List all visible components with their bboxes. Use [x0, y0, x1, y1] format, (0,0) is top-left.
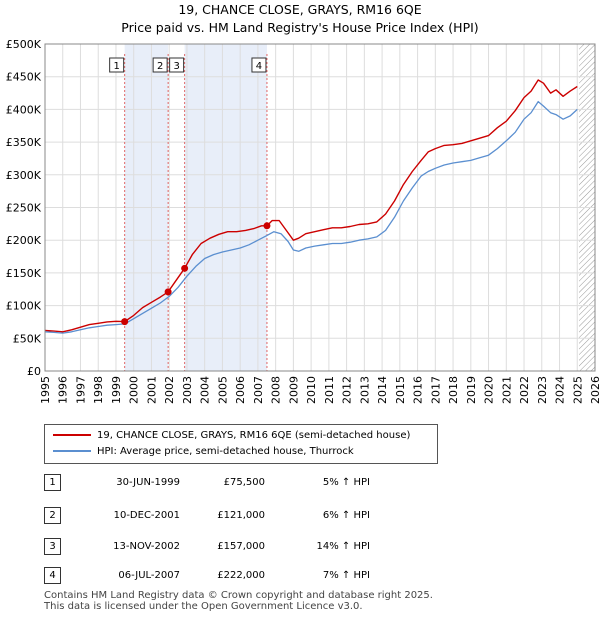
x-tick-label: 2014 [376, 376, 389, 404]
series-line-property [45, 79, 578, 333]
legend-swatch-hpi [53, 450, 91, 452]
x-tick-label: 2013 [358, 376, 371, 404]
y-tick-label: £0 [27, 365, 41, 378]
x-tick-label: 2016 [412, 376, 425, 404]
chart-subtitle: Price paid vs. HM Land Registry's House … [121, 20, 479, 35]
x-tick-label: 2006 [234, 376, 247, 404]
legend-label-hpi: HPI: Average price, semi-detached house,… [97, 446, 354, 457]
x-tick-label: 2001 [145, 376, 158, 404]
x-tick-label: 2000 [128, 376, 141, 404]
footer-license: This data is licensed under the Open Gov… [44, 601, 363, 612]
x-tick-label: 2024 [554, 376, 567, 404]
transaction-hpi: 7% ↑ HPI [322, 570, 370, 581]
x-tick-label: 2023 [536, 376, 549, 404]
plot-frame [44, 43, 596, 372]
x-tick-label: 2011 [323, 376, 336, 404]
transaction-number: 3 [44, 538, 61, 555]
series-line-hpi [45, 100, 578, 334]
transaction-date: 13-NOV-2002 [113, 541, 180, 552]
x-tick-label: 2015 [394, 376, 407, 404]
x-tick-label: 2019 [465, 376, 478, 404]
sale-marker-label: 3 [173, 61, 179, 72]
x-tick-label: 2025 [571, 376, 584, 404]
legend-item-property: 19, CHANCE CLOSE, GRAYS, RM16 6QE (semi-… [53, 428, 410, 444]
sale-marker-box [109, 57, 125, 73]
sale-point [164, 288, 172, 296]
x-tick-label: 2017 [429, 376, 442, 404]
footer-copyright: Contains HM Land Registry data © Crown c… [44, 590, 433, 601]
x-tick-label: 1996 [57, 376, 70, 404]
x-tick-label: 2003 [181, 376, 194, 404]
sale-marker-label: 2 [157, 61, 163, 72]
x-tick-label: 2002 [163, 376, 176, 404]
legend-swatch-property [53, 434, 91, 436]
transaction-row: 2 10-DEC-2001 £121,000 6% ↑ HPI [0, 507, 600, 525]
x-tick-label: 2010 [305, 376, 318, 404]
y-tick-label: £100K [6, 300, 42, 313]
sale-marker-label: 4 [256, 61, 262, 72]
x-tick-label: 2008 [270, 376, 283, 404]
y-tick-label: £250K [6, 202, 42, 215]
transaction-hpi: 5% ↑ HPI [322, 477, 370, 488]
transaction-date: 06-JUL-2007 [118, 570, 180, 581]
y-tick-label: £200K [6, 234, 42, 247]
transaction-date: 30-JUN-1999 [116, 477, 180, 488]
transaction-hpi: 14% ↑ HPI [316, 541, 370, 552]
transaction-price: £75,500 [223, 477, 265, 488]
sale-point [181, 264, 189, 272]
sale-point [263, 222, 271, 230]
x-tick-label: 2021 [500, 376, 513, 404]
transaction-number: 2 [44, 507, 61, 524]
y-tick-label: £350K [6, 136, 42, 149]
x-tick-label: 2026 [589, 376, 600, 404]
x-tick-label: 2018 [447, 376, 460, 404]
transaction-row: 1 30-JUN-1999 £75,500 5% ↑ HPI [0, 474, 600, 492]
chart-title: 19, CHANCE CLOSE, GRAYS, RM16 6QE [178, 2, 422, 17]
y-tick-label: £500K [6, 38, 42, 51]
x-tick-label: 1999 [110, 376, 123, 404]
sale-point [121, 318, 129, 326]
x-tick-label: 2007 [252, 376, 265, 404]
sale-marker-box [152, 57, 168, 73]
y-tick-label: £450K [6, 71, 42, 84]
legend-item-hpi: HPI: Average price, semi-detached house,… [53, 444, 354, 460]
x-tick-label: 2012 [341, 376, 354, 404]
x-tick-label: 1997 [74, 376, 87, 404]
sale-marker-label: 1 [113, 61, 119, 72]
x-tick-label: 1998 [92, 376, 105, 404]
sale-marker-box [251, 57, 267, 73]
transaction-price: £157,000 [217, 541, 265, 552]
y-tick-label: £150K [6, 267, 42, 280]
x-tick-label: 2022 [518, 376, 531, 404]
transaction-row: 3 13-NOV-2002 £157,000 14% ↑ HPI [0, 538, 600, 556]
transaction-number: 1 [44, 474, 61, 491]
transaction-hpi: 6% ↑ HPI [322, 510, 370, 521]
y-tick-label: £50K [13, 332, 42, 345]
transaction-date: 10-DEC-2001 [113, 510, 180, 521]
x-tick-label: 2020 [483, 376, 496, 404]
x-tick-label: 1995 [39, 376, 52, 404]
x-tick-label: 2005 [216, 376, 229, 404]
transaction-number: 4 [44, 567, 61, 584]
sale-marker-box [169, 57, 185, 73]
legend: 19, CHANCE CLOSE, GRAYS, RM16 6QE (semi-… [44, 424, 438, 464]
transaction-row: 4 06-JUL-2007 £222,000 7% ↑ HPI [0, 567, 600, 585]
x-tick-label: 2004 [199, 376, 212, 404]
x-tick-label: 2009 [287, 376, 300, 404]
y-tick-label: £300K [6, 169, 42, 182]
transaction-price: £222,000 [217, 570, 265, 581]
legend-label-property: 19, CHANCE CLOSE, GRAYS, RM16 6QE (semi-… [97, 430, 411, 441]
y-tick-label: £400K [6, 103, 42, 116]
transaction-price: £121,000 [217, 510, 265, 521]
